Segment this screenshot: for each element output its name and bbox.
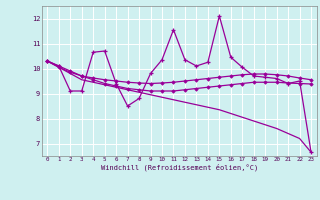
X-axis label: Windchill (Refroidissement éolien,°C): Windchill (Refroidissement éolien,°C) [100, 164, 258, 171]
